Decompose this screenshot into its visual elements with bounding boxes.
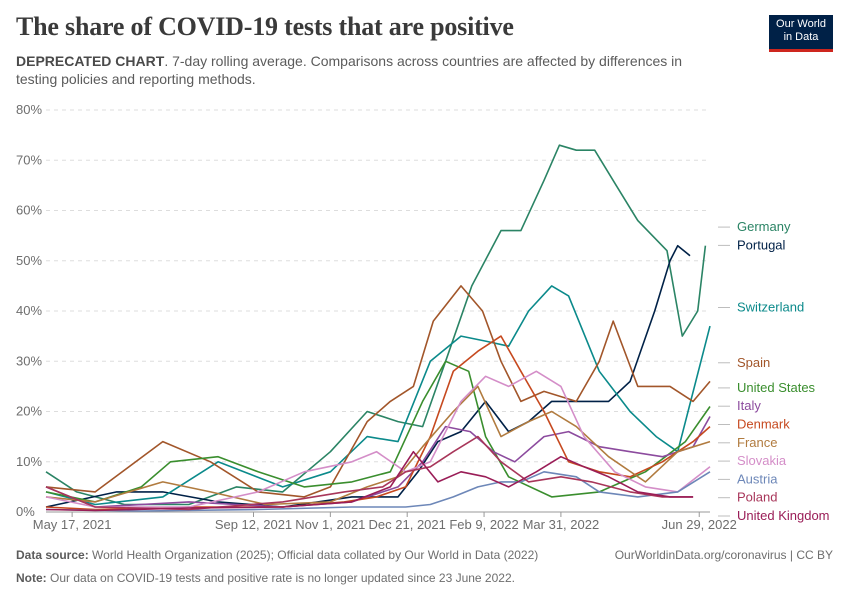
series-line-united-states <box>45 360 711 503</box>
legend-label-austria: Austria <box>737 471 778 486</box>
chart-title: The share of COVID-19 tests that are pos… <box>16 12 514 41</box>
legend-label-slovakia: Slovakia <box>737 453 787 468</box>
y-tick-label: 0% <box>16 504 35 519</box>
y-tick-label: 50% <box>16 253 42 268</box>
legend-label-italy: Italy <box>737 398 761 413</box>
data-note: Note: Our data on COVID-19 tests and pos… <box>16 571 515 585</box>
x-tick-label: Sep 12, 2021 <box>215 517 292 532</box>
x-tick-label: May 17, 2021 <box>33 517 112 532</box>
y-tick-label: 10% <box>16 454 42 469</box>
legend-label-united-kingdom: United Kingdom <box>737 508 830 523</box>
subtitle-lead: DEPRECATED CHART <box>16 53 165 69</box>
logo-line-2: in Data <box>783 31 819 43</box>
series-line-slovakia <box>45 370 711 508</box>
x-tick-label: Dec 21, 2021 <box>369 517 446 532</box>
y-tick-label: 70% <box>16 152 42 167</box>
x-tick-label: Feb 9, 2022 <box>449 517 518 532</box>
x-tick-label: Mar 31, 2022 <box>523 517 600 532</box>
site-credit-link[interactable]: OurWorldinData.org/coronavirus | CC BY <box>614 548 833 562</box>
series-line-portugal <box>45 244 691 508</box>
series-line-switzerland <box>45 285 711 506</box>
logo-line-1: Our World <box>776 18 826 30</box>
series-line-germany <box>45 144 707 506</box>
legend-label-switzerland: Switzerland <box>737 300 804 315</box>
y-tick-label: 30% <box>16 353 42 368</box>
y-tick-label: 60% <box>16 203 42 218</box>
series-line-poland <box>45 435 694 511</box>
data-source: Data source: World Health Organization (… <box>16 548 538 562</box>
chart-subtitle: DEPRECATED CHART. 7-day rolling average.… <box>16 52 716 88</box>
y-tick-label: 80% <box>16 102 42 117</box>
y-tick-label: 40% <box>16 303 42 318</box>
legend-label-france: France <box>737 435 777 450</box>
series-line-austria <box>45 471 711 512</box>
series-line-france <box>45 385 711 506</box>
legend-label-portugal: Portugal <box>737 237 786 252</box>
x-tick-label: Nov 1, 2021 <box>295 517 365 532</box>
owid-logo[interactable]: Our World in Data <box>769 15 833 52</box>
series-line-united-kingdom <box>45 450 694 512</box>
x-tick-label: Jun 29, 2022 <box>662 517 737 532</box>
legend-label-poland: Poland <box>737 490 777 505</box>
y-tick-label: 20% <box>16 404 42 419</box>
source-text: World Health Organization (2025); Offici… <box>88 548 539 562</box>
source-label: Data source: <box>16 548 89 562</box>
series-line-spain <box>45 285 711 498</box>
line-chart: 0% 10% 20% 30% 40% 50% 60% 70% 80% May 17, 2021 Se… <box>16 102 830 532</box>
note-label: Note: <box>16 571 47 585</box>
subtitle-text: . 7-day rolling average. Comparisons acr… <box>16 53 683 87</box>
legend-label-germany: Germany <box>737 219 791 234</box>
legend-label-denmark: Denmark <box>737 417 790 432</box>
legend-label-united-states: United States <box>737 380 816 395</box>
note-text: Our data on COVID-19 tests and positive … <box>46 571 515 585</box>
legend-label-spain: Spain <box>737 355 770 370</box>
